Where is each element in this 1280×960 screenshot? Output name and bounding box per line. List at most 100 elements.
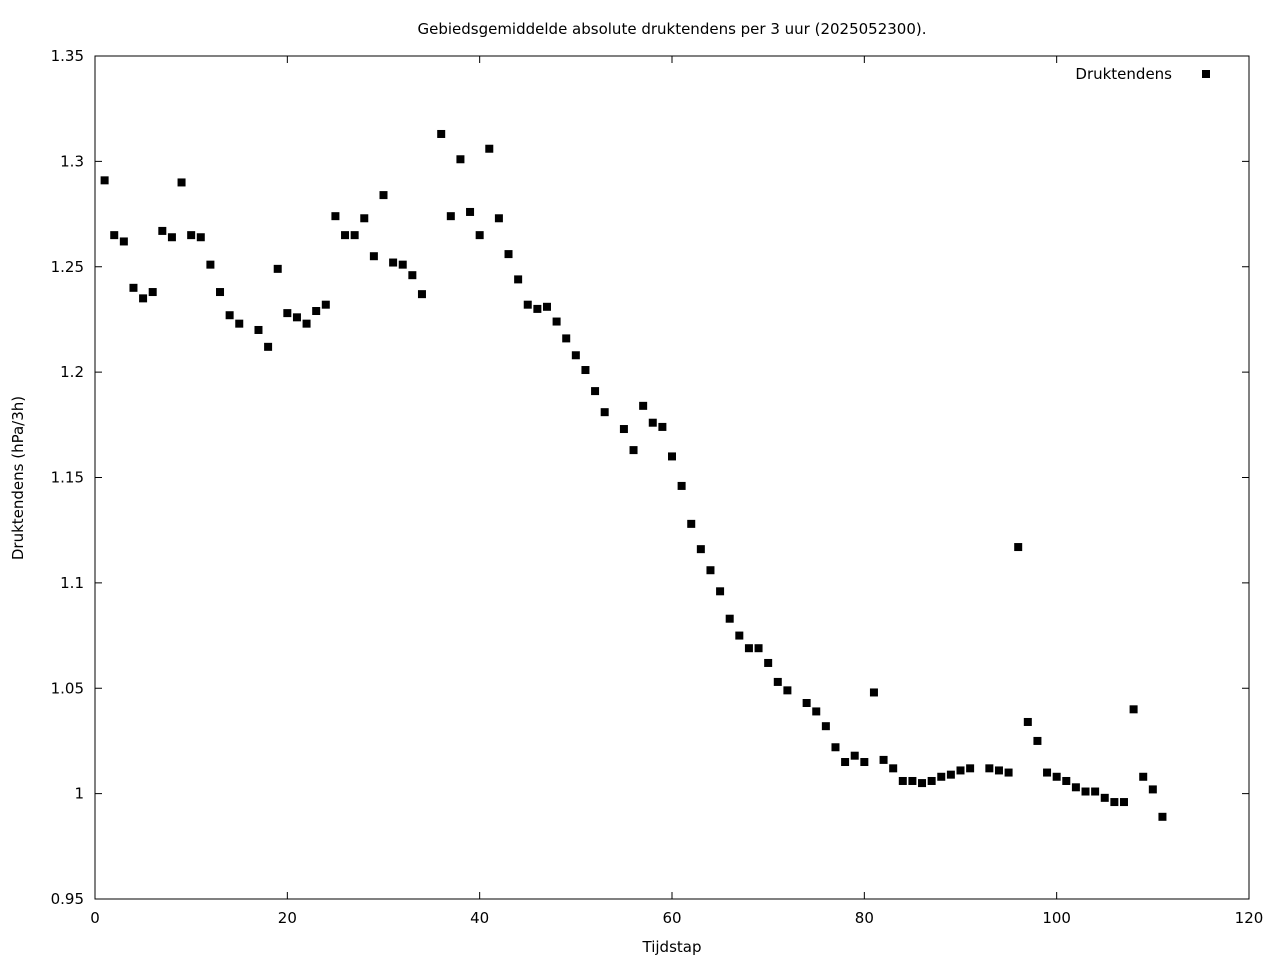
- data-point: [514, 275, 523, 284]
- data-point: [985, 764, 994, 773]
- data-point: [408, 271, 417, 280]
- legend-label: Druktendens: [1075, 65, 1172, 83]
- x-tick-label: 40: [470, 909, 489, 927]
- plot-frame: [94, 55, 1250, 900]
- data-point: [639, 401, 648, 410]
- data-point: [523, 300, 532, 309]
- y-tick-label: 1.3: [60, 152, 84, 170]
- data-point: [754, 644, 763, 653]
- data-point: [110, 231, 119, 240]
- data-point: [1139, 772, 1148, 781]
- data-point: [283, 309, 292, 318]
- x-tick-label: 80: [855, 909, 874, 927]
- y-tick-label: 0.95: [51, 890, 84, 908]
- y-tick-label: 1: [74, 785, 84, 803]
- y-tick-label: 1.1: [60, 574, 84, 592]
- data-point: [533, 304, 542, 313]
- axis-ticks: 0 20 40 60 80 100 120 0.95 1 1.05 1.1 1.15 1.2 1.25 1.…: [51, 47, 1264, 927]
- data-point: [1158, 812, 1167, 821]
- data-point: [148, 288, 157, 297]
- data-point: [177, 178, 186, 187]
- data-point: [1129, 705, 1138, 714]
- data-point: [908, 776, 917, 785]
- data-point: [225, 311, 234, 320]
- data-point: [879, 755, 888, 764]
- data-point: [292, 313, 301, 322]
- data-point: [273, 264, 282, 273]
- data-point: [321, 300, 330, 309]
- chart-title: Gebiedsgemiddelde absolute druktendens p…: [417, 20, 926, 38]
- y-tick-label: 1.15: [51, 469, 84, 487]
- data-point: [552, 317, 561, 326]
- data-point: [100, 176, 109, 185]
- data-point: [571, 351, 580, 360]
- data-point: [581, 366, 590, 375]
- y-tick-label: 1.2: [60, 363, 84, 381]
- data-point: [1033, 736, 1042, 745]
- data-point: [494, 214, 503, 223]
- data-point: [398, 260, 407, 269]
- data-point: [1081, 787, 1090, 796]
- data-point: [994, 766, 1003, 775]
- data-point: [600, 408, 609, 417]
- data-point: [216, 288, 225, 297]
- data-point: [466, 207, 475, 216]
- data-point: [485, 144, 494, 153]
- data-point: [860, 758, 869, 767]
- data-point: [629, 446, 638, 455]
- data-point: [235, 319, 244, 328]
- legend: Druktendens: [1075, 65, 1210, 83]
- data-point: [946, 770, 955, 779]
- data-point: [562, 334, 571, 343]
- data-point: [360, 214, 369, 223]
- data-point: [696, 545, 705, 554]
- data-point: [369, 252, 378, 261]
- y-tick-label: 1.25: [51, 258, 84, 276]
- data-point: [129, 283, 138, 292]
- data-point: [331, 212, 340, 221]
- data-point: [302, 319, 311, 328]
- data-point: [264, 342, 273, 351]
- data-point: [1043, 768, 1052, 777]
- data-point: [206, 260, 215, 269]
- x-tick-label: 100: [1042, 909, 1071, 927]
- data-point: [158, 226, 167, 235]
- data-point: [668, 452, 676, 461]
- data-point: [619, 425, 628, 434]
- data-point: [504, 250, 513, 259]
- x-tick-label: 120: [1235, 909, 1264, 927]
- data-point: [658, 422, 667, 431]
- data-point: [119, 237, 128, 246]
- data-point: [542, 302, 551, 311]
- data-point: [937, 772, 946, 781]
- data-point: [379, 191, 388, 200]
- data-point: [591, 387, 600, 396]
- data-point: [966, 764, 975, 773]
- data-point: [1119, 798, 1128, 807]
- data-point: [341, 231, 350, 240]
- data-point: [1148, 785, 1157, 794]
- data-point: [1052, 772, 1061, 781]
- data-point: [187, 231, 196, 240]
- data-point: [350, 231, 359, 240]
- data-point: [850, 751, 859, 760]
- data-point: [783, 686, 792, 695]
- data-point: [927, 776, 936, 785]
- data-point: [869, 688, 878, 697]
- data-point: [389, 258, 398, 267]
- data-point: [312, 307, 321, 316]
- data-point: [716, 587, 725, 596]
- data-point: [254, 325, 263, 334]
- data-point: [1091, 787, 1100, 796]
- data-point: [812, 707, 821, 716]
- data-point: [1023, 717, 1032, 726]
- data-point: [725, 614, 734, 623]
- y-tick-label: 1.05: [51, 679, 84, 697]
- data-points: [100, 129, 1167, 821]
- data-point: [1071, 783, 1080, 792]
- data-point: [167, 233, 176, 242]
- data-point: [802, 699, 811, 708]
- data-point: [821, 722, 830, 731]
- data-point: [764, 658, 773, 667]
